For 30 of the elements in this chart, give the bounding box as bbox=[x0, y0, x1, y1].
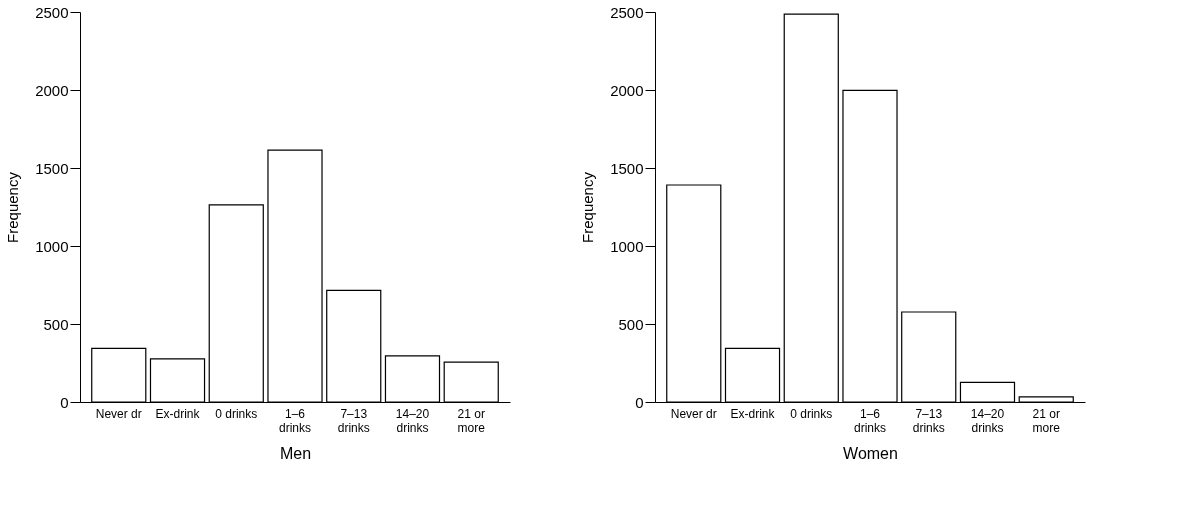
x-tick-label: Never dr bbox=[95, 406, 142, 421]
y-tick-label: 1500 bbox=[35, 159, 69, 177]
x-tick-label: 0 drinks bbox=[215, 406, 258, 421]
y-tick-label: 0 bbox=[635, 393, 644, 411]
x-tick-label: 21 or more bbox=[457, 406, 486, 435]
x-axis-title: Men bbox=[279, 444, 312, 462]
x-tick-label: Never dr bbox=[670, 406, 717, 421]
x-tick-label: Ex-drink bbox=[730, 406, 776, 421]
x-tick-label: 7–13 drinks bbox=[912, 406, 945, 435]
y-axis-title: Frequency bbox=[4, 171, 22, 243]
x-tick-label: 7–13 drinks bbox=[337, 406, 370, 435]
x-tick-label: 14–20 drinks bbox=[970, 406, 1005, 435]
y-tick-label: 1000 bbox=[610, 237, 644, 255]
y-tick-label: 2000 bbox=[35, 81, 69, 99]
y-tick-label: 2500 bbox=[610, 3, 644, 21]
x-axis-title: Women bbox=[843, 444, 898, 462]
y-axis-title: Frequency bbox=[579, 171, 597, 243]
y-tick-label: 1000 bbox=[35, 237, 69, 255]
y-tick-label: 2500 bbox=[35, 3, 69, 21]
y-tick-label: 0 bbox=[60, 393, 69, 411]
y-tick-label: 500 bbox=[618, 315, 644, 333]
y-tick-label: 1500 bbox=[610, 159, 644, 177]
x-tick-label: 0 drinks bbox=[790, 406, 833, 421]
x-tick-label: 21 or more bbox=[1032, 406, 1061, 435]
x-tick-label: 14–20 drinks bbox=[395, 406, 430, 435]
x-tick-label: Ex-drink bbox=[155, 406, 201, 421]
y-tick-label: 2000 bbox=[610, 81, 644, 99]
x-tick-label: 1–6 drinks bbox=[853, 406, 887, 435]
y-tick-label: 500 bbox=[43, 315, 69, 333]
x-tick-label: 1–6 drinks bbox=[278, 406, 312, 435]
